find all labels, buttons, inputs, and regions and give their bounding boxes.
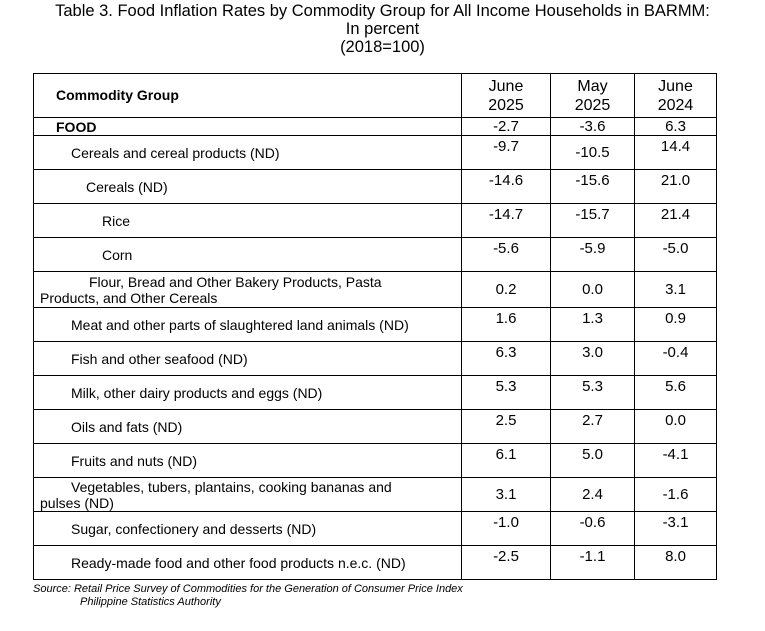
value-june-2024: 6.3: [634, 117, 717, 136]
source-line-2: Philippine Statistics Authority: [80, 596, 221, 608]
row-label: Flour, Bread and Other Bakery Products, …: [33, 271, 462, 308]
value-may-2025: 1.3: [550, 307, 635, 342]
value-june-2024: 5.6: [634, 375, 717, 410]
value-june-2025: -14.6: [461, 169, 551, 204]
value-june-2024: 14.4: [634, 135, 717, 170]
table-row: Cereals and cereal products (ND) -9.7 -1…: [33, 135, 717, 170]
value-june-2024: -0.4: [634, 341, 717, 376]
header-row: Commodity Group June 2025 May 2025 June 202…: [33, 73, 717, 118]
value-june-2025: 0.2: [461, 271, 551, 308]
value-june-2024: 21.4: [634, 203, 717, 238]
value-june-2025: 6.3: [461, 341, 551, 376]
value-june-2025: 3.1: [461, 477, 551, 512]
table-row: Fish and other seafood (ND) 6.3 3.0 -0.4: [33, 341, 717, 376]
row-label: Fish and other seafood (ND): [33, 341, 462, 376]
row-label: Cereals and cereal products (ND): [33, 135, 462, 170]
value-may-2025: -15.6: [550, 169, 635, 204]
value-june-2024: -5.0: [634, 237, 717, 272]
row-label: Corn: [33, 237, 462, 272]
value-may-2025: 3.0: [550, 341, 635, 376]
table-row: Sugar, confectionery and desserts (ND) -…: [33, 511, 717, 546]
value-may-2025: -0.6: [550, 511, 635, 546]
row-label: FOOD: [33, 117, 462, 136]
value-may-2025: 2.4: [550, 477, 635, 512]
table-row: Milk, other dairy products and eggs (ND)…: [33, 375, 717, 410]
value-may-2025: -3.6: [550, 117, 635, 136]
value-june-2025: 1.6: [461, 307, 551, 342]
value-june-2025: 6.1: [461, 443, 551, 478]
value-june-2025: 2.5: [461, 409, 551, 444]
value-may-2025: -5.9: [550, 237, 635, 272]
value-may-2025: 5.3: [550, 375, 635, 410]
value-may-2025: -15.7: [550, 203, 635, 238]
table-row: Cereals (ND) -14.6 -15.6 21.0: [33, 169, 717, 204]
row-label: Sugar, confectionery and desserts (ND): [33, 511, 462, 546]
value-june-2024: -3.1: [634, 511, 717, 546]
value-june-2024: -1.6: [634, 477, 717, 512]
value-june-2024: 8.0: [634, 545, 717, 580]
table-row: Oils and fats (ND) 2.5 2.7 0.0: [33, 409, 717, 444]
table-title: Table 3. Food Inflation Rates by Commodi…: [0, 2, 765, 56]
row-label: Fruits and nuts (ND): [33, 443, 462, 478]
row-label: Ready-made food and other food products …: [33, 545, 462, 580]
header-may-2025: May 2025: [550, 73, 635, 118]
title-line-3: (2018=100): [340, 38, 425, 56]
row-label: Milk, other dairy products and eggs (ND): [33, 375, 462, 410]
table-row: Ready-made food and other food products …: [33, 545, 717, 580]
value-june-2025: -2.5: [461, 545, 551, 580]
row-label: Vegetables, tubers, plantains, cooking b…: [33, 477, 462, 512]
table-row: Meat and other parts of slaughtered land…: [33, 307, 717, 342]
row-label: Rice: [33, 203, 462, 238]
value-june-2024: -4.1: [634, 443, 717, 478]
row-label: Meat and other parts of slaughtered land…: [33, 307, 462, 342]
row-label: Cereals (ND): [33, 169, 462, 204]
source-note: Source: Retail Price Survey of Commoditi…: [33, 583, 463, 609]
value-may-2025: -10.5: [550, 135, 635, 170]
table-row: Rice -14.7 -15.7 21.4: [33, 203, 717, 238]
value-june-2024: 0.0: [634, 409, 717, 444]
value-june-2024: 21.0: [634, 169, 717, 204]
value-may-2025: -1.1: [550, 545, 635, 580]
value-june-2025: -1.0: [461, 511, 551, 546]
table-row: Vegetables, tubers, plantains, cooking b…: [33, 477, 717, 512]
table-row: Flour, Bread and Other Bakery Products, …: [33, 271, 717, 308]
value-june-2025: 5.3: [461, 375, 551, 410]
header-june-2025: June 2025: [461, 73, 551, 118]
value-june-2025: -9.7: [461, 135, 551, 170]
inflation-table: Commodity Group June 2025 May 2025 June 202…: [33, 73, 717, 580]
table-row: Corn -5.6 -5.9 -5.0: [33, 237, 717, 272]
value-may-2025: 5.0: [550, 443, 635, 478]
header-commodity-group: Commodity Group: [33, 73, 462, 118]
value-june-2024: 3.1: [634, 271, 717, 308]
value-june-2025: -14.7: [461, 203, 551, 238]
value-june-2024: 0.9: [634, 307, 717, 342]
table-row: Fruits and nuts (ND) 6.1 5.0 -4.1: [33, 443, 717, 478]
value-may-2025: 0.0: [550, 271, 635, 308]
header-june-2024: June 2024: [634, 73, 717, 118]
row-label: Oils and fats (ND): [33, 409, 462, 444]
title-line-2: In percent: [345, 20, 420, 38]
value-june-2025: -5.6: [461, 237, 551, 272]
value-may-2025: 2.7: [550, 409, 635, 444]
table-row: FOOD -2.7 -3.6 6.3: [33, 117, 717, 136]
value-june-2025: -2.7: [461, 117, 551, 136]
source-line-1: Source: Retail Price Survey of Commoditi…: [33, 583, 463, 595]
title-line-1: Table 3. Food Inflation Rates by Commodi…: [55, 2, 710, 20]
